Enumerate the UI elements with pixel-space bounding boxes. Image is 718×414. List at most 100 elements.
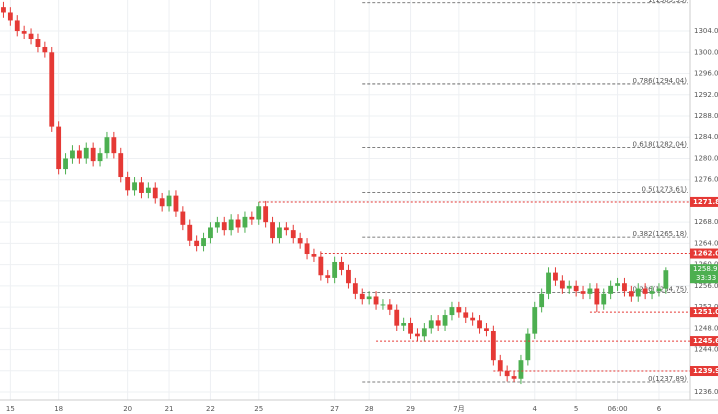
candle-body — [63, 158, 68, 170]
candle-body — [352, 283, 358, 294]
candle-body — [318, 256, 324, 276]
candle-body — [208, 227, 213, 239]
x-tick-label: 6 — [657, 405, 662, 413]
candle-body — [145, 187, 151, 193]
candle-body — [56, 126, 62, 170]
candle-body — [228, 219, 234, 231]
x-tick-label: 28 — [365, 405, 374, 413]
candle-body — [339, 261, 344, 270]
price-tag-label: 1239.96 — [693, 367, 718, 375]
candle-body — [539, 293, 545, 308]
candle-body — [532, 307, 538, 334]
candle-body — [663, 270, 669, 289]
candle-body — [14, 20, 20, 32]
candle-body — [201, 238, 206, 247]
price-tag — [690, 307, 718, 318]
candle-body — [194, 240, 200, 247]
candle-body — [35, 39, 41, 47]
y-tick-label: 1296.00 — [694, 70, 718, 78]
candle-body — [594, 288, 600, 305]
candle-body — [159, 198, 165, 207]
candle-body — [277, 227, 282, 239]
candle-body — [463, 312, 469, 318]
candle-body — [249, 216, 255, 220]
candle-body — [359, 293, 365, 300]
candle-body — [263, 206, 269, 223]
candle-body — [270, 222, 275, 239]
candle-body — [139, 182, 144, 193]
x-tick-label: 7月 — [453, 405, 464, 413]
candle-body — [394, 309, 400, 326]
candle-body — [28, 33, 34, 40]
candle-body — [428, 320, 434, 329]
candle-body — [346, 269, 351, 284]
candle-body — [83, 147, 89, 159]
candle-body — [628, 291, 634, 297]
candle-body — [408, 323, 413, 334]
y-tick-label: 1280.00 — [694, 154, 718, 162]
candle-body — [380, 304, 386, 306]
last-price-label: 1258.95 — [693, 265, 718, 273]
candle-body — [504, 370, 510, 377]
candle-body — [152, 187, 158, 199]
candle-body — [166, 195, 172, 207]
candle-body — [118, 153, 124, 178]
candle-body — [635, 288, 641, 297]
y-tick-label: 1300.00 — [694, 48, 718, 56]
candle-body — [21, 31, 27, 34]
candle-body — [42, 46, 48, 53]
candle-body — [622, 283, 627, 292]
candle-body — [283, 227, 289, 231]
candle-body — [649, 291, 655, 294]
candle-body — [470, 317, 476, 321]
candle-body — [7, 12, 13, 21]
fib-label: 1(1309.33) — [648, 0, 687, 4]
price-tag-label: 1271.81 — [693, 198, 718, 206]
x-tick-label: 22 — [206, 405, 215, 413]
x-tick-label: 25 — [254, 405, 263, 413]
candle-body — [214, 222, 220, 228]
candle-body — [104, 137, 110, 154]
candle-body — [511, 376, 517, 379]
y-tick-label: 1244.00 — [694, 346, 718, 354]
candle-body — [97, 153, 103, 162]
price-tag — [690, 248, 718, 259]
candle-body — [1, 7, 6, 13]
candle-body — [180, 211, 186, 225]
y-tick-label: 1256.00 — [694, 282, 718, 290]
price-tag — [690, 336, 718, 347]
price-tag-label: 1262.09 — [693, 250, 718, 258]
x-tick-label: 21 — [165, 405, 174, 413]
y-tick-label: 1288.00 — [694, 112, 718, 120]
candle-body — [311, 254, 317, 257]
x-tick-label: 4 — [533, 405, 538, 413]
x-tick-label: 18 — [54, 405, 63, 413]
candle-body — [553, 272, 558, 281]
price-tag — [690, 366, 718, 377]
candle-body — [608, 285, 614, 294]
candle-body — [615, 283, 620, 286]
x-tick-label: 27 — [330, 405, 339, 413]
candle-body — [187, 224, 193, 241]
fib-label: 0.5(1273.61) — [641, 185, 687, 193]
candle-body — [325, 275, 331, 278]
y-tick-label: 1236.00 — [694, 388, 718, 396]
x-tick-label: 29 — [406, 405, 415, 413]
candle-body — [435, 320, 441, 326]
x-tick-label: 06:00 — [607, 405, 627, 413]
candle-body — [490, 330, 496, 361]
candle-body — [442, 315, 448, 326]
candle-body — [477, 320, 482, 329]
fib-label: 0(1237.89) — [648, 375, 687, 383]
x-tick-label: 20 — [123, 405, 132, 413]
candle-body — [559, 280, 565, 289]
y-tick-label: 1264.00 — [694, 239, 718, 247]
candle-body — [546, 272, 551, 294]
countdown: 33:33 — [696, 274, 716, 282]
candle-body — [580, 291, 586, 294]
candle-body — [656, 288, 662, 292]
y-tick-label: 1276.00 — [694, 176, 718, 184]
candle-body — [484, 328, 489, 331]
candle-body — [373, 296, 379, 305]
